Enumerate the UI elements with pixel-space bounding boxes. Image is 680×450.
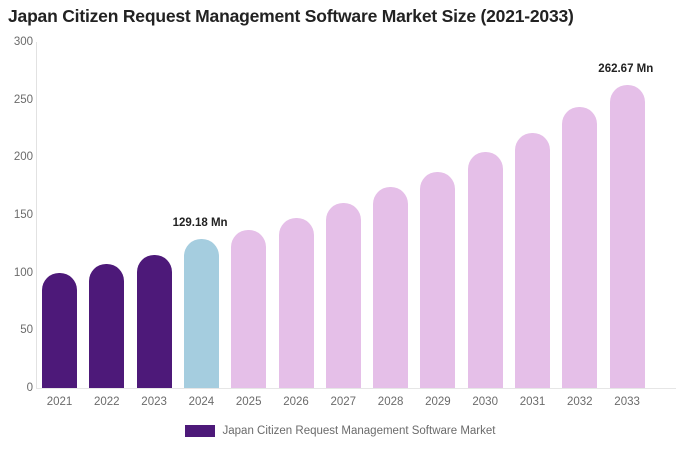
y-axis-tick: 0 [0,382,33,400]
bar[interactable] [42,273,77,388]
bar[interactable] [373,186,409,388]
y-axis-tick-label: 200 [13,151,33,164]
x-axis-tick-label: 2032 [567,396,593,408]
chart-title: Japan Citizen Request Management Softwar… [8,6,574,26]
x-axis-baseline [36,388,676,389]
x-axis-tick-label: 2026 [283,396,309,408]
bar[interactable] [325,202,361,388]
x-axis-tick-label: 2028 [377,396,404,408]
x-axis-tick-label: 2029 [425,396,451,408]
bar-data-label: 129.18 Mn [172,217,228,229]
bar[interactable] [89,264,125,388]
x-axis-tick-label: 2027 [330,396,357,408]
x-axis-tick-label: 2030 [472,396,498,408]
y-axis-tick-label: 150 [13,209,33,221]
y-axis-tick-label: 300 [13,36,33,48]
bar[interactable] [562,107,598,388]
legend-label: Japan Citizen Request Management Softwar… [222,425,496,437]
x-axis-tick-label: 2022 [94,396,120,408]
chart-legend: Japan Citizen Request Management Softwar… [0,425,680,437]
bar[interactable] [231,230,267,388]
y-axis-tick: 150 [0,209,33,227]
bar[interactable] [420,171,456,388]
bar[interactable] [467,152,503,388]
y-axis-tick: 200 [0,151,33,169]
bar[interactable] [136,254,172,388]
x-axis-tick-label: 2025 [235,396,262,408]
y-axis-tick-label: 0 [26,382,33,394]
x-axis-tick-label: 2021 [46,396,73,408]
y-axis-tick-label: 250 [13,93,33,106]
y-axis-tick: 250 [0,94,33,112]
bar[interactable] [183,239,219,388]
y-axis-tick-label: 100 [13,266,33,279]
x-axis-tick-label: 2023 [141,396,167,408]
x-axis-tick-label: 2031 [519,396,546,408]
x-axis-tick-label: 2033 [614,396,640,408]
bar[interactable] [515,133,550,388]
y-axis-tick: 300 [0,36,33,54]
bar[interactable] [609,85,645,388]
bar-data-label: 262.67 Mn [598,63,654,76]
legend-swatch [184,425,215,437]
y-axis-tick-label: 50 [20,324,33,337]
y-axis-line [36,42,37,389]
x-axis-tick-label: 2024 [188,396,215,408]
y-axis-tick: 100 [0,267,33,285]
bar[interactable] [278,217,314,388]
y-axis-tick: 50 [0,324,33,342]
